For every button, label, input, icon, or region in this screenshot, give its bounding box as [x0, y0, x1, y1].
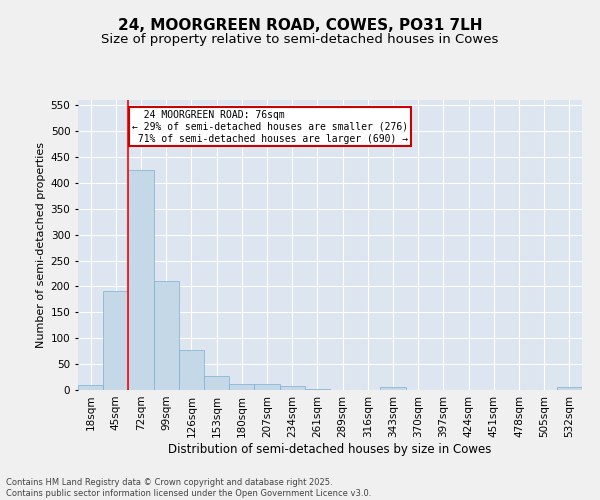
Bar [154, 281, 179, 390]
Bar [557, 388, 582, 390]
Bar [305, 389, 330, 390]
Bar [128, 170, 154, 390]
Text: 24 MOORGREEN ROAD: 76sqm
← 29% of semi-detached houses are smaller (276)
 71% of: 24 MOORGREEN ROAD: 76sqm ← 29% of semi-d… [132, 110, 409, 144]
Bar [179, 350, 204, 390]
Bar [254, 384, 280, 390]
Bar [78, 385, 103, 390]
Bar [204, 376, 229, 390]
Text: Contains HM Land Registry data © Crown copyright and database right 2025.
Contai: Contains HM Land Registry data © Crown c… [6, 478, 371, 498]
Bar [380, 388, 406, 390]
Bar [103, 290, 128, 390]
Bar [280, 386, 305, 390]
Text: Size of property relative to semi-detached houses in Cowes: Size of property relative to semi-detach… [101, 32, 499, 46]
Bar [229, 384, 254, 390]
X-axis label: Distribution of semi-detached houses by size in Cowes: Distribution of semi-detached houses by … [169, 442, 491, 456]
Y-axis label: Number of semi-detached properties: Number of semi-detached properties [37, 142, 46, 348]
Text: 24, MOORGREEN ROAD, COWES, PO31 7LH: 24, MOORGREEN ROAD, COWES, PO31 7LH [118, 18, 482, 32]
